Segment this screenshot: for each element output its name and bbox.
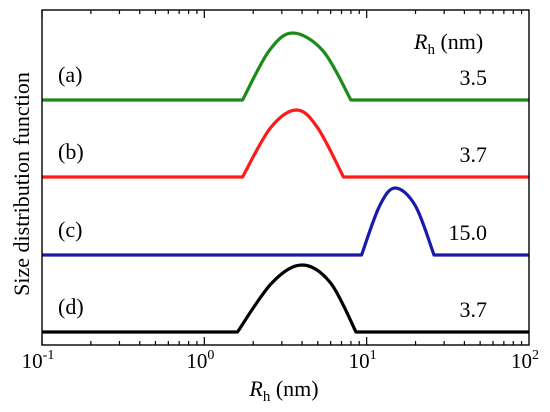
rh-value-a: 3.5: [460, 65, 488, 90]
x-tick-label: 101: [349, 348, 377, 373]
plot-curves: [42, 31, 529, 334]
rh-value-d: 3.7: [460, 297, 488, 322]
y-axis-label: Size distribution function: [9, 72, 34, 296]
panel-label-b: (b): [58, 139, 84, 164]
series-line-d: [42, 263, 529, 334]
rh-value-labels: 3.5 3.7 15.0 3.7: [449, 65, 488, 322]
panel-label-c: (c): [58, 217, 82, 242]
x-tick-label: 10-1: [22, 348, 55, 373]
panel-label-d: (d): [58, 294, 84, 319]
panel-label-a: (a): [58, 62, 82, 87]
axis-ticks: [41, 10, 523, 345]
x-tick-label: 102: [511, 348, 539, 373]
rh-value-c: 15.0: [449, 220, 488, 245]
x-tick-labels: 10-1 100 101 102: [22, 348, 539, 373]
panel-labels: (a) (b) (c) (d): [58, 62, 84, 319]
series-line-b: [42, 108, 529, 179]
rh-value-b: 3.7: [460, 142, 488, 167]
series-line-a: [42, 31, 529, 102]
series-line-c: [42, 186, 529, 257]
x-axis-label: Rh (nm): [248, 376, 318, 405]
legend-header: Rh (nm): [413, 29, 483, 58]
plot-frame: [41, 9, 530, 346]
x-tick-label: 100: [186, 348, 214, 373]
